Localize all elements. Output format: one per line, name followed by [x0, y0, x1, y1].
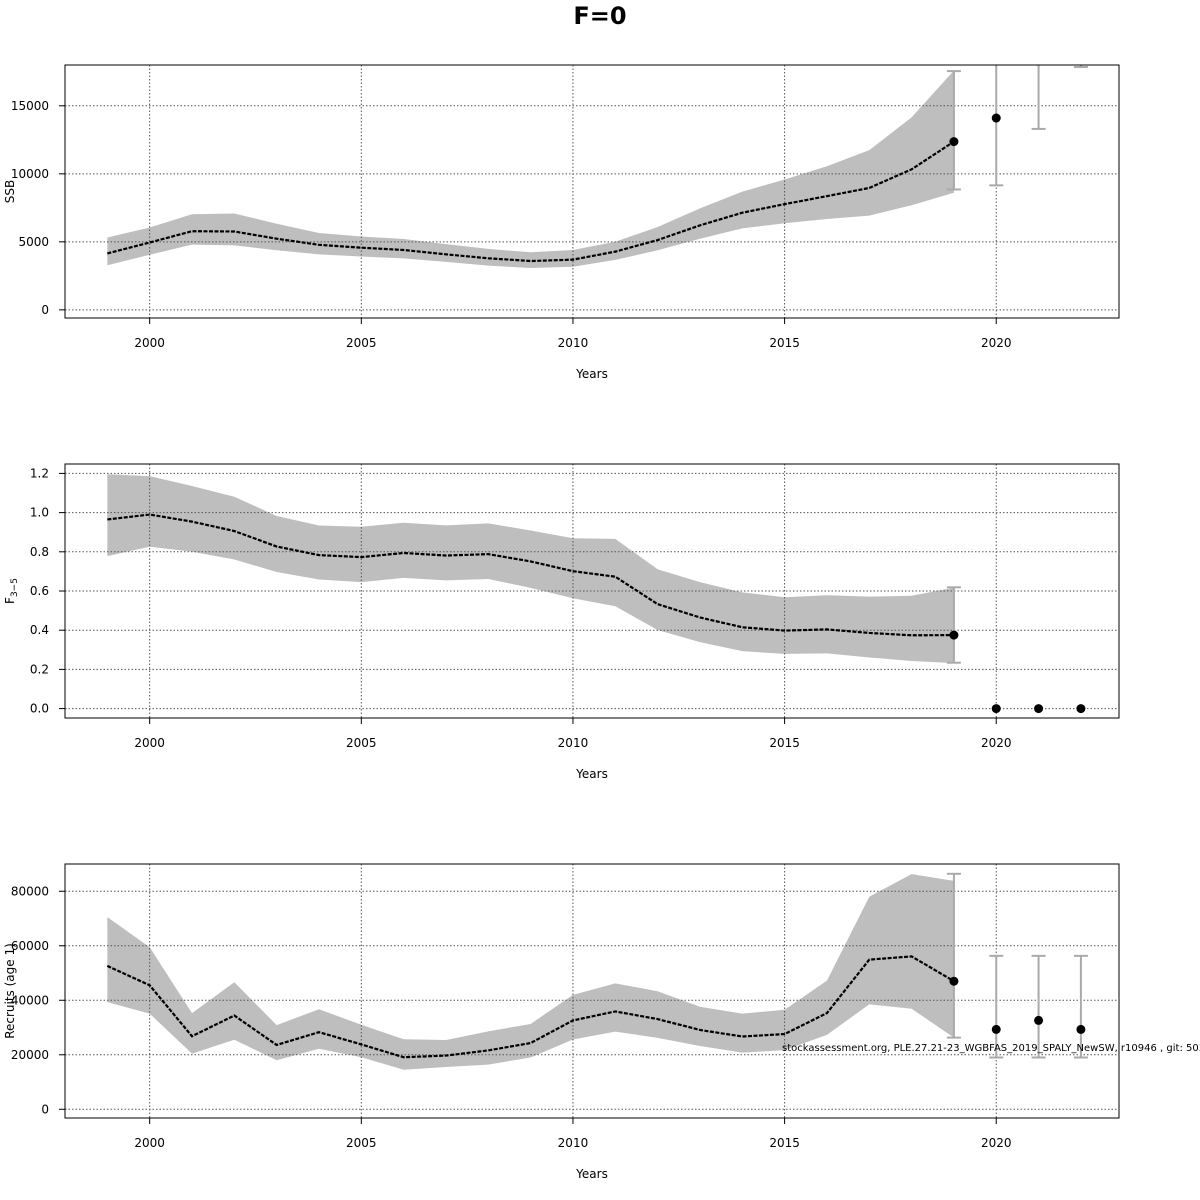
recruits-confidence-band: [107, 874, 954, 1070]
chart-title: F=0: [573, 2, 627, 30]
recruits-y-tick-label: 60000: [11, 939, 49, 953]
recruits-forecast-point: [949, 976, 959, 986]
recruits-y-tick-label: 0: [41, 1102, 49, 1116]
fbar-forecast-point: [949, 630, 959, 640]
recruits-x-tick-label: 2020: [981, 1136, 1012, 1150]
recruits-y-axis-label: Recruits (age 1): [3, 943, 17, 1039]
recruits-x-tick-label: 2005: [346, 1136, 377, 1150]
fbar-forecast-point: [1034, 704, 1044, 714]
recruits-forecast-point: [991, 1024, 1001, 1034]
ssb-y-tick-label: 0: [41, 303, 49, 317]
fbar-y-tick-label: 1.0: [30, 506, 49, 520]
fbar-panel: 2000 2005 2010 2015 2020 0.0 0.2 0.4 0.6 0.8 1.0 1.…: [3, 463, 1120, 781]
recruits-y-tick-label: 80000: [11, 884, 49, 898]
fbar-y-tick-label: 0.2: [30, 662, 49, 676]
recruits-x-axis-label: Years: [575, 1167, 608, 1181]
ssb-x-tick-label: 2005: [346, 336, 377, 350]
fbar-x-tick-label: 2020: [981, 736, 1012, 750]
ssb-x-axis-label: Years: [575, 367, 608, 381]
recruits-x-tick-label: 2015: [769, 1136, 800, 1150]
fbar-y-tick-label: 0.6: [30, 584, 49, 598]
recruits-panel: 2000 2005 2010 2015 2020 0 20000 40000 60000 8000…: [3, 863, 1120, 1181]
ssb-estimate-line: [107, 140, 955, 263]
fbar-forecast-point: [991, 704, 1001, 714]
recruits-y-tick-label: 40000: [11, 993, 49, 1007]
ssb-axes-box: [64, 64, 1120, 319]
fbar-x-tick-label: 2005: [346, 736, 377, 750]
footnote-text: stockassessment.org, PLE.27.21-23_WGBFAS…: [782, 1043, 1200, 1054]
recruits-y-tick-label: 20000: [11, 1048, 49, 1062]
fbar-y-tick-label: 0.8: [30, 545, 49, 559]
ssb-x-tick-label: 2015: [769, 336, 800, 350]
fbar-forecast-point: [1076, 704, 1086, 714]
fbar-y-axis-label: F3−5: [3, 578, 20, 604]
fbar-x-tick-label: 2015: [769, 736, 800, 750]
fbar-y-tick-label: 0.0: [30, 702, 49, 716]
ssb-x-tick-label: 2020: [981, 336, 1012, 350]
fbar-x-tick-label: 2000: [134, 736, 165, 750]
recruits-forecast-point: [1034, 1015, 1044, 1025]
fbar-confidence-band: [107, 474, 954, 664]
ssb-y-tick-label: 10000: [11, 167, 49, 181]
recruits-x-tick-label: 2010: [558, 1136, 589, 1150]
fbar-y-tick-label: 1.2: [30, 466, 49, 480]
ssb-y-axis-label: SSB: [3, 180, 17, 203]
fbar-x-tick-label: 2010: [558, 736, 589, 750]
fbar-y-axis-label-subscript: 3−5: [10, 578, 20, 597]
ssb-y-tick-label: 15000: [11, 99, 49, 113]
fbar-y-tick-label: 0.4: [30, 623, 49, 637]
ssb-forecast-point: [949, 137, 959, 147]
ssb-forecast-point: [991, 113, 1001, 123]
recruits-estimate-line: [106, 955, 955, 1059]
ssb-x-tick-label: 2010: [558, 336, 589, 350]
ssb-x-tick-label: 2000: [134, 336, 165, 350]
ssb-confidence-band: [107, 70, 954, 268]
recruits-axes-box: [64, 863, 1120, 1119]
ssb-panel: 2000 2005 2010 2015 2020 0 5000 10000 15000 Years…: [3, 64, 1120, 381]
fbar-estimate-line: [107, 513, 954, 637]
recruits-forecast-point: [1076, 1024, 1086, 1034]
ssb-y-tick-label: 5000: [18, 235, 49, 249]
fbar-x-axis-label: Years: [575, 767, 608, 781]
recruits-x-tick-label: 2000: [134, 1136, 165, 1150]
